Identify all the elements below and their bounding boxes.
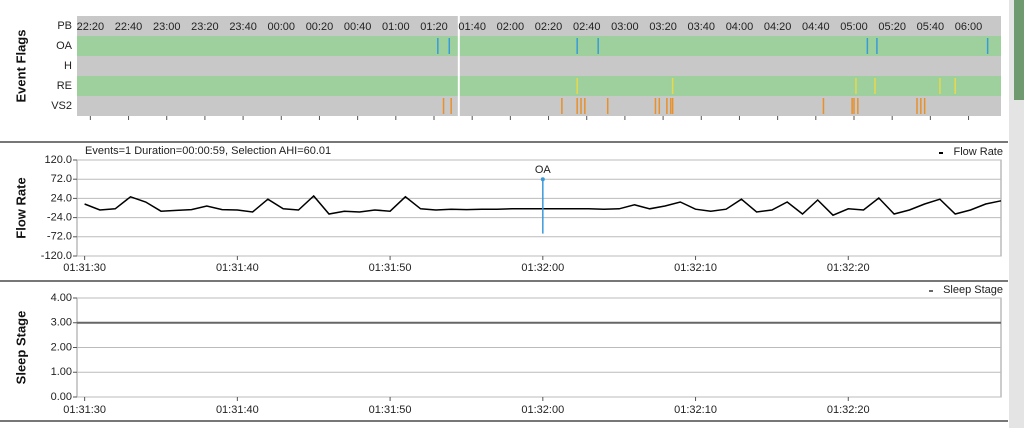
x-tick-label: 03:20 <box>649 21 677 33</box>
y-axis-label: Event Flags <box>13 30 28 103</box>
x-tick-label: 01:31:40 <box>216 262 259 274</box>
plot-area <box>76 159 1002 257</box>
x-tick-label: 02:00 <box>497 21 525 33</box>
x-tick-label: 01:00 <box>382 21 410 33</box>
y-tick-label: 4.00 <box>51 292 72 304</box>
chart-title: Events=1 Duration=00:00:59, Selection AH… <box>85 145 331 157</box>
event-row <box>77 76 1001 96</box>
x-tick-label: 05:00 <box>840 21 868 33</box>
y-tick-label: 0.00 <box>51 391 72 403</box>
y-axis-label: Sleep Stage <box>13 311 28 385</box>
x-tick-label: 00:40 <box>344 21 372 33</box>
row-label: H <box>64 60 72 72</box>
x-tick-label: 01:31:40 <box>216 404 259 416</box>
event-row <box>77 96 1001 116</box>
row-label: PB <box>57 20 72 32</box>
y-tick-label: -72.0 <box>47 231 72 243</box>
x-tick-label: 00:20 <box>306 21 334 33</box>
x-tick-label: 23:20 <box>191 21 219 33</box>
y-tick-label: 3.00 <box>51 317 72 329</box>
x-tick-label: 01:32:10 <box>674 262 717 274</box>
event-row <box>77 56 1001 76</box>
x-tick-label: 03:40 <box>688 21 716 33</box>
x-tick-label: 00:00 <box>268 21 296 33</box>
event-row <box>77 36 1001 56</box>
x-tick-label: 01:32:00 <box>521 404 564 416</box>
x-tick-label: 06:00 <box>955 21 983 33</box>
x-tick-label: 04:20 <box>764 21 792 33</box>
legend-label: Sleep Stage <box>943 284 1003 296</box>
y-tick-label: 24.0 <box>51 192 72 204</box>
x-tick-label: 05:40 <box>917 21 945 33</box>
legend-label: Flow Rate <box>953 146 1003 158</box>
x-tick-label: 05:20 <box>878 21 906 33</box>
x-tick-label: 01:32:10 <box>674 404 717 416</box>
event-marker-dot <box>540 177 545 182</box>
scrollbar[interactable] <box>1009 0 1024 428</box>
x-tick-label: 04:40 <box>802 21 830 33</box>
x-tick-label: 22:40 <box>115 21 143 33</box>
x-tick-label: 03:00 <box>611 21 639 33</box>
y-tick-label: -24.0 <box>47 212 72 224</box>
x-tick-label: 01:31:30 <box>63 262 106 274</box>
x-tick-label: 04:00 <box>726 21 754 33</box>
row-label: OA <box>56 40 73 52</box>
x-tick-label: 02:40 <box>573 21 601 33</box>
x-tick-label: 23:40 <box>229 21 257 33</box>
x-tick-label: 01:31:50 <box>369 262 412 274</box>
x-tick-label: 01:40 <box>458 21 486 33</box>
y-tick-label: 2.00 <box>51 341 72 353</box>
y-tick-label: 120.0 <box>44 154 72 166</box>
scrollbar-thumb[interactable] <box>1014 0 1024 100</box>
x-tick-label: 01:32:00 <box>521 262 564 274</box>
annotation-label: OA <box>535 164 552 176</box>
x-tick-label: 23:00 <box>153 21 181 33</box>
x-tick-label: 01:32:20 <box>827 262 870 274</box>
x-tick-label: 01:31:50 <box>369 404 412 416</box>
y-axis-label: Flow Rate <box>13 177 28 238</box>
y-tick-label: 1.00 <box>51 366 72 378</box>
x-tick-label: 22:20 <box>77 21 105 33</box>
row-label: RE <box>57 80 72 92</box>
x-tick-label: 01:31:30 <box>63 404 106 416</box>
x-tick-label: 01:20 <box>420 21 448 33</box>
event-row <box>77 16 1001 36</box>
x-tick-label: 01:32:20 <box>827 404 870 416</box>
y-tick-label: -120.0 <box>41 250 72 262</box>
y-tick-label: 72.0 <box>51 173 72 185</box>
row-label: VS2 <box>51 100 72 112</box>
x-tick-label: 02:20 <box>535 21 563 33</box>
